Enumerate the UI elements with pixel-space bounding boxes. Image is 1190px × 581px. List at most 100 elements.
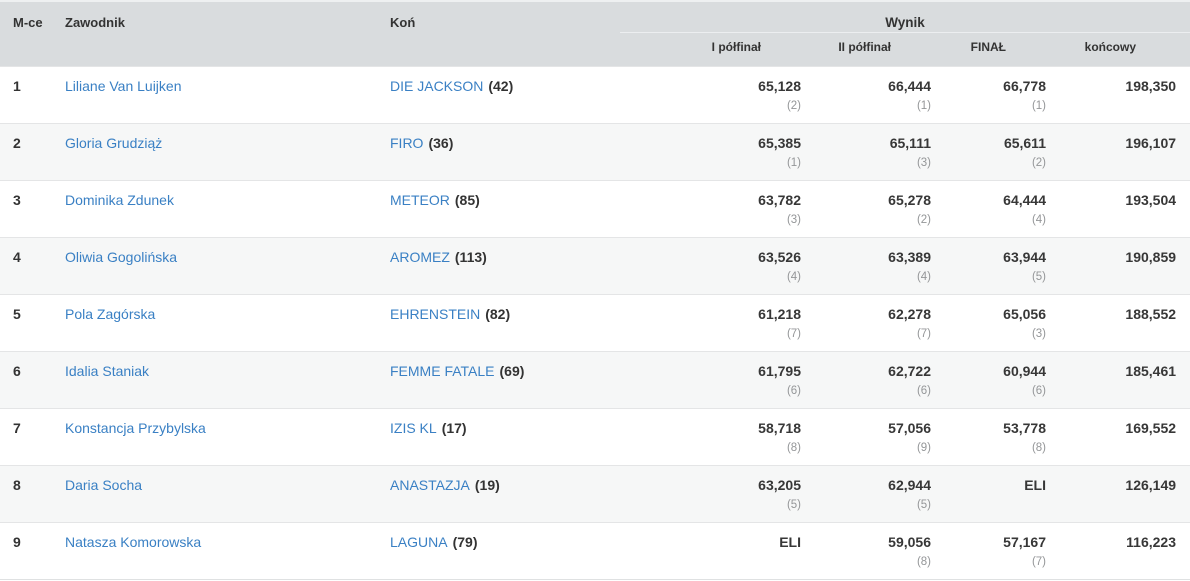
horse-number: (42)	[488, 77, 514, 94]
horse-link[interactable]: FEMME FATALE	[390, 362, 495, 379]
score-rank: (4)	[916, 270, 931, 283]
competitor-link[interactable]: Daria Socha	[65, 476, 143, 493]
score-cell-semifinal-2: 62,722 (6)	[815, 350, 945, 408]
score-rank: (1)	[786, 156, 801, 169]
score-cell-final: 65,611 (2)	[945, 122, 1060, 180]
horse-link[interactable]: DIE JACKSON	[390, 77, 484, 94]
horse-cell: FIRO (36)	[380, 122, 620, 180]
score-rank: (2)	[916, 213, 931, 226]
score-cell-semifinal-1: ELI	[620, 521, 815, 579]
column-header-horse: Koń	[380, 1, 620, 66]
score-cell-semifinal-1: 65,385 (1)	[620, 122, 815, 180]
score-cell-semifinal-2: 62,944 (5)	[815, 464, 945, 522]
score-value: 65,385	[758, 134, 801, 151]
total-cell: 188,552	[1060, 293, 1190, 351]
score-rank: (3)	[1031, 327, 1046, 340]
horse-link[interactable]: ANASTAZJA	[390, 476, 470, 493]
total-cell: 196,107	[1060, 122, 1190, 180]
score-cell-semifinal-2: 62,278 (7)	[815, 293, 945, 351]
total-cell: 169,552	[1060, 407, 1190, 465]
horse-link[interactable]: EHRENSTEIN	[390, 305, 481, 322]
horse-link[interactable]: FIRO	[390, 134, 424, 151]
competitor-link[interactable]: Gloria Grudziąż	[65, 134, 163, 151]
score-cell-semifinal-2: 57,056 (9)	[815, 407, 945, 465]
score-cell-semifinal-2: 66,444 (1)	[815, 65, 945, 123]
score-rank: (6)	[786, 384, 801, 397]
competitor-link[interactable]: Natasza Komorowska	[65, 533, 202, 550]
total-cell: 193,504	[1060, 179, 1190, 237]
horse-link[interactable]: LAGUNA	[390, 533, 448, 550]
score-value: 61,218	[758, 305, 801, 322]
score-cell-semifinal-2: 59,056 (8)	[815, 521, 945, 579]
horse-link[interactable]: AROMEZ	[390, 248, 450, 265]
score-rank: (1)	[916, 99, 931, 112]
score-cell-semifinal-1: 63,782 (3)	[620, 179, 815, 237]
score-rank: (9)	[916, 441, 931, 454]
total-cell: 185,461	[1060, 350, 1190, 408]
score-rank: (8)	[1031, 441, 1046, 454]
table-row: 3 Dominika Zdunek METEOR (85) 63,782 (3) …	[0, 179, 1190, 237]
score-value: 59,056	[888, 533, 931, 550]
table-row: 6 Idalia Staniak FEMME FATALE (69) 61,795…	[0, 350, 1190, 408]
competitor-link[interactable]: Pola Zagórska	[65, 305, 156, 322]
horse-cell: FEMME FATALE (69)	[380, 350, 620, 408]
score-value: 60,944	[1003, 362, 1046, 379]
table-row: 9 Natasza Komorowska LAGUNA (79) ELI 59,0…	[0, 521, 1190, 579]
horse-link[interactable]: IZIS KL	[390, 419, 437, 436]
competitor-cell: Idalia Staniak	[55, 350, 380, 408]
horse-cell: ANASTAZJA (19)	[380, 464, 620, 522]
competitor-cell: Daria Socha	[55, 464, 380, 522]
score-value: 63,526	[758, 248, 801, 265]
score-cell-semifinal-2: 65,111 (3)	[815, 122, 945, 180]
competitor-link[interactable]: Liliane Van Luijken	[65, 77, 182, 94]
total-value: 169,552	[1125, 419, 1177, 436]
score-cell-semifinal-1: 65,128 (2)	[620, 65, 815, 123]
competitor-link[interactable]: Oliwia Gogolińska	[65, 248, 178, 265]
horse-number: (79)	[452, 533, 478, 550]
competitor-link[interactable]: Idalia Staniak	[65, 362, 150, 379]
score-cell-semifinal-1: 63,205 (5)	[620, 464, 815, 522]
score-value: 66,444	[888, 77, 931, 94]
score-value: 65,056	[1003, 305, 1046, 322]
header-row-main: M-ce Zawodnik Koń Wynik	[0, 1, 1190, 66]
score-cell-final: 53,778 (8)	[945, 407, 1060, 465]
score-rank: (8)	[786, 441, 801, 454]
competitor-link[interactable]: Dominika Zdunek	[65, 191, 174, 208]
table-row: 2 Gloria Grudziąż FIRO (36) 65,385 (1) 65…	[0, 122, 1190, 180]
score-value: 65,111	[889, 134, 931, 151]
total-value: 193,504	[1125, 191, 1177, 208]
score-rank: (5)	[786, 498, 801, 511]
table-row: 5 Pola Zagórska EHRENSTEIN (82) 61,218 (7…	[0, 293, 1190, 351]
score-rank: (5)	[1031, 270, 1046, 283]
score-cell-semifinal-1: 63,526 (4)	[620, 236, 815, 294]
score-cell-final: 57,167 (7)	[945, 521, 1060, 579]
score-rank: (4)	[1031, 213, 1046, 226]
total-value: 198,350	[1125, 77, 1177, 94]
place-cell: 2	[0, 122, 55, 180]
column-header-result-group: Wynik	[620, 1, 1190, 33]
horse-number: (36)	[428, 134, 454, 151]
score-cell-semifinal-2: 63,389 (4)	[815, 236, 945, 294]
score-cell-final: 64,444 (4)	[945, 179, 1060, 237]
total-cell: 198,350	[1060, 65, 1190, 123]
place-cell: 4	[0, 236, 55, 294]
results-body: 1 Liliane Van Luijken DIE JACKSON (42) 65…	[0, 65, 1190, 579]
score-cell-final: ELI	[945, 464, 1060, 522]
horse-cell: AROMEZ (113)	[380, 236, 620, 294]
column-header-semifinal-1: I półfinał	[620, 32, 815, 66]
score-rank: (6)	[916, 384, 931, 397]
score-rank: (7)	[786, 327, 801, 340]
score-rank: (3)	[786, 213, 801, 226]
score-value: 63,944	[1003, 248, 1046, 265]
total-value: 185,461	[1125, 362, 1177, 379]
header-row-sub: I półfinał II półfinał FINAŁ końcowy	[0, 32, 1190, 66]
horse-cell: IZIS KL (17)	[380, 407, 620, 465]
total-value: 188,552	[1125, 305, 1177, 322]
score-value: 58,718	[758, 419, 801, 436]
horse-link[interactable]: METEOR	[390, 191, 450, 208]
total-cell: 116,223	[1060, 521, 1190, 579]
table-header: M-ce Zawodnik Koń Wynik I półfinał II pó…	[0, 1, 1190, 66]
place-cell: 5	[0, 293, 55, 351]
competitor-link[interactable]: Konstancja Przybylska	[65, 419, 206, 436]
